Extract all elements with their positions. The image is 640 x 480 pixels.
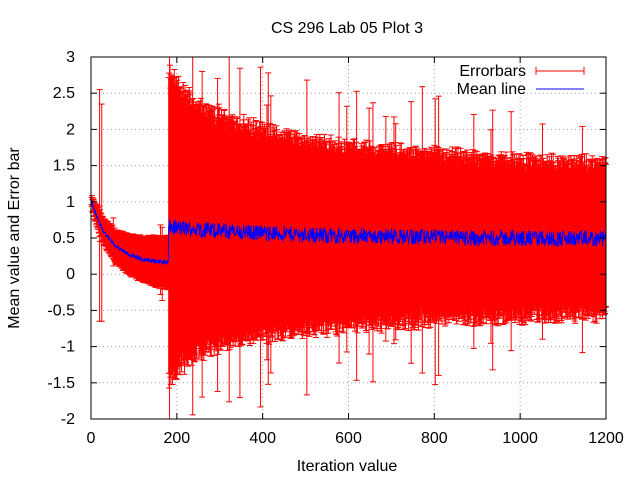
chart-title: CS 296 Lab 05 Plot 3 [271,20,423,37]
x-tick-label: 1200 [588,430,624,447]
mean-line [91,200,607,266]
x-tick-label: 600 [335,430,362,447]
y-tick-label: 0 [66,266,75,283]
x-tick-label: 400 [249,430,276,447]
y-tick-label: 0.5 [53,230,75,247]
y-tick-label: 2 [66,121,75,138]
y-tick-label: 3 [66,49,75,66]
y-tick-label: -1.5 [47,375,75,392]
y-tick-label: -0.5 [47,302,75,319]
legend-label-mean: Mean line [457,81,526,98]
y-tick-label: 1.5 [53,158,75,175]
legend: Errorbars Mean line [457,63,585,98]
x-tick-label: 0 [87,430,96,447]
mean-line-series [91,200,607,266]
axis-ticks: 0 200 400 600 800 1000 1200 -2 -1.5 -1 -0.5 0 0.5 1 1.… [47,49,623,447]
y-tick-label: 2.5 [53,85,75,102]
x-tick-label: 800 [421,430,448,447]
x-tick-label: 1000 [502,430,538,447]
x-tick-label: 200 [163,430,190,447]
y-axis-title: Mean value and Error bar [6,147,23,329]
y-tick-label: -2 [61,411,75,428]
legend-label-errorbars: Errorbars [459,63,526,80]
y-tick-label: -1 [61,339,75,356]
y-tick-label: 1 [66,194,75,211]
x-axis-title: Iteration value [297,458,398,475]
